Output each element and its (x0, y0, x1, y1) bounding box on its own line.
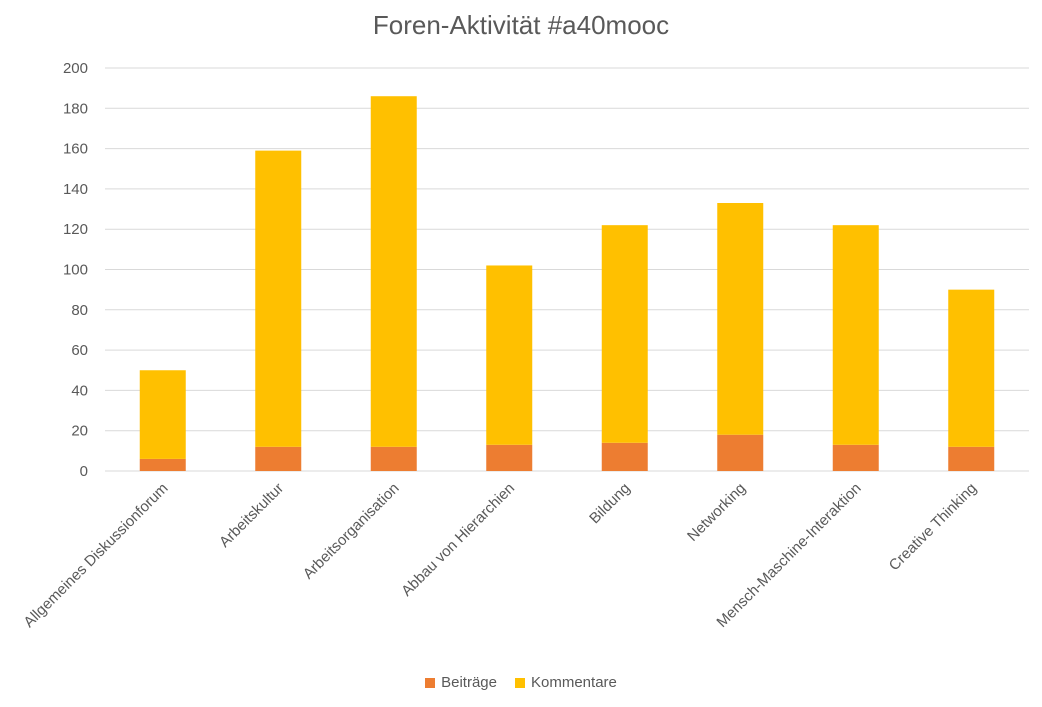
bar-beitraege (255, 446, 302, 471)
y-tick-label: 80 (71, 302, 88, 319)
y-tick-label: 100 (63, 262, 88, 279)
bar-beitraege (948, 446, 995, 471)
bar-beitraege (486, 444, 533, 471)
chart-title: Foren-Aktivität #a40mooc (372, 10, 670, 40)
x-tick-label: Arbeitsorganisation (300, 480, 403, 583)
x-tick-label: Bildung (586, 480, 633, 527)
bar-kommentare (601, 225, 648, 443)
bar-kommentare (948, 289, 995, 447)
y-tick-label: 60 (71, 342, 88, 359)
bar-kommentare (139, 370, 186, 459)
y-tick-label: 200 (63, 60, 88, 77)
x-tick-label: Abbau von Hierarchien (398, 480, 518, 600)
bar-kommentare (255, 150, 302, 447)
x-tick-label: Networking (684, 480, 749, 545)
y-tick-label: 140 (63, 181, 88, 198)
bar-beitraege (832, 444, 879, 471)
y-tick-label: 120 (63, 221, 88, 238)
bar-kommentare (486, 265, 533, 445)
y-tick-label: 180 (63, 100, 88, 117)
legend-swatch-kommentare (515, 677, 525, 688)
legend-swatch-beitraege (425, 677, 436, 688)
legend-item-kommentare: Kommentare (515, 674, 617, 691)
bar-beitraege (139, 458, 186, 471)
x-tick-label: Creative Thinking (886, 480, 980, 574)
legend-label-kommentare: Kommentare (531, 674, 617, 691)
y-tick-label: 20 (71, 423, 88, 440)
bar-kommentare (370, 96, 417, 447)
y-tick-label: 160 (63, 141, 88, 158)
legend: Beiträge Kommentare (0, 674, 1042, 691)
x-tick-label: Arbeitskultur (216, 480, 287, 551)
bar-beitraege (370, 446, 417, 471)
legend-label-beitraege: Beiträge (441, 674, 497, 691)
x-tick-label: Allgemeines Diskussionforum (20, 480, 171, 631)
bar-beitraege (601, 442, 648, 471)
y-tick-label: 0 (80, 463, 88, 480)
bar-beitraege (717, 434, 764, 471)
bar-kommentare (717, 203, 764, 435)
bar-kommentare (832, 225, 879, 445)
legend-item-beitraege: Beiträge (425, 674, 497, 691)
y-tick-label: 40 (71, 382, 88, 399)
